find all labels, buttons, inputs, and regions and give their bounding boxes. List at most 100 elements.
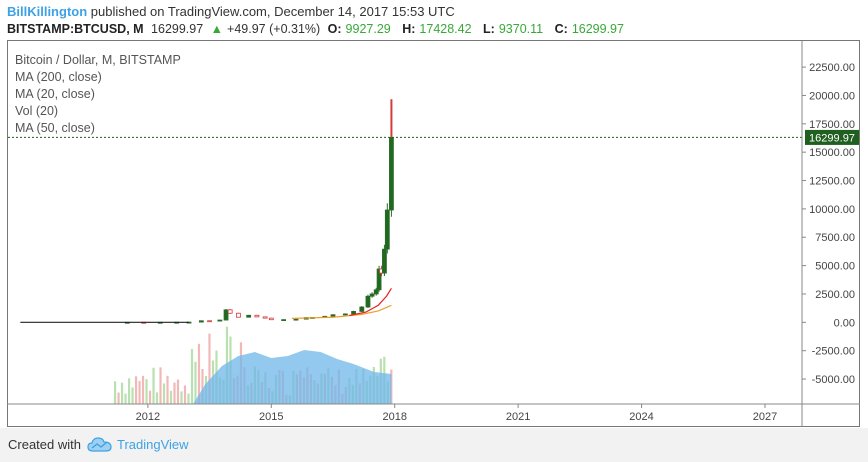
volume-bar bbox=[134, 376, 138, 404]
legend-indicator[interactable]: Vol (20) bbox=[15, 104, 59, 118]
candle-body bbox=[281, 319, 287, 322]
x-tick-label: 2021 bbox=[506, 411, 530, 423]
price-change: +49.97 (+0.31%) bbox=[227, 22, 321, 36]
volume-bar bbox=[208, 333, 211, 404]
x-tick-label: 2018 bbox=[382, 411, 406, 423]
candle-body bbox=[293, 318, 299, 321]
candle-body bbox=[342, 313, 348, 316]
volume-bar bbox=[180, 391, 183, 404]
volume-bar bbox=[145, 379, 148, 404]
volume-bar bbox=[131, 387, 134, 404]
volume-bar bbox=[127, 378, 131, 404]
volume-bars bbox=[113, 326, 393, 404]
legend-indicator[interactable]: MA (50, close) bbox=[15, 121, 95, 135]
y-tick-label: 15000.00 bbox=[809, 147, 855, 159]
candle-body bbox=[382, 248, 387, 274]
volume-bar bbox=[148, 390, 152, 404]
chart-legend: Bitcoin / Dollar, M, BITSTAMP MA (200, c… bbox=[15, 52, 181, 137]
x-tick-label: 2024 bbox=[629, 411, 653, 423]
price-tag-bg bbox=[805, 129, 859, 145]
y-tick-label: 5000.00 bbox=[815, 261, 855, 273]
volume-bar bbox=[201, 369, 204, 404]
price-candles bbox=[20, 99, 394, 324]
candle-body bbox=[330, 314, 336, 317]
volume-bar bbox=[159, 367, 162, 404]
y-tick-label: 12500.00 bbox=[809, 176, 855, 188]
y-tick-label: 7500.00 bbox=[815, 232, 855, 244]
symbol-info-bar: BITSTAMP:BTCUSD, M 16299.97 ▲ +49.97 (+0.… bbox=[7, 22, 632, 36]
candle-body bbox=[207, 320, 212, 323]
candle-body bbox=[268, 317, 274, 321]
price-chart[interactable]: 22500.00 20000.00 17500.00 15000.00 12500.00… bbox=[0, 0, 868, 428]
candle-body bbox=[373, 289, 379, 295]
volume-bar bbox=[176, 379, 180, 404]
y-tick-label: 20000.00 bbox=[809, 90, 855, 102]
y-tick-label: -5000.00 bbox=[812, 374, 855, 386]
volume-bar bbox=[190, 349, 194, 404]
last-price: 16299.97 bbox=[151, 22, 204, 36]
published-text: published on TradingView.com, December 1… bbox=[90, 4, 455, 19]
candle-body bbox=[254, 314, 260, 318]
volume-bar bbox=[166, 375, 169, 404]
legend-indicator[interactable]: MA (200, close) bbox=[15, 70, 102, 84]
candle-body bbox=[223, 309, 229, 321]
y-tick-label: 10000.00 bbox=[809, 204, 855, 216]
footer-bar: Created with TradingView bbox=[0, 428, 868, 462]
high-label: H: bbox=[402, 22, 416, 36]
price-tag: 16299.97 bbox=[805, 129, 859, 145]
volume-bar bbox=[173, 382, 176, 404]
candle-body bbox=[227, 309, 233, 314]
candle-body bbox=[351, 311, 356, 315]
volume-bar bbox=[124, 393, 127, 404]
candle-body bbox=[384, 209, 390, 250]
y-tick-label: 22500.00 bbox=[809, 62, 855, 74]
volume-bar bbox=[138, 381, 141, 404]
volume-bar bbox=[120, 382, 124, 404]
publish-info: BillKillington published on TradingView.… bbox=[7, 4, 455, 19]
y-tick-label: 0.00 bbox=[834, 317, 855, 329]
candle-body bbox=[217, 319, 223, 322]
volume-bar bbox=[152, 367, 155, 404]
open-value: 9927.29 bbox=[345, 22, 391, 36]
ma50-line bbox=[291, 304, 392, 319]
created-with-text: Created with bbox=[8, 437, 81, 452]
tradingview-link[interactable]: TradingView bbox=[117, 437, 189, 452]
x-tick-label: 2012 bbox=[136, 411, 160, 423]
chart-frame[interactable] bbox=[7, 40, 860, 427]
candle-body bbox=[389, 137, 394, 211]
volume-bar bbox=[169, 390, 173, 404]
candle-body bbox=[262, 316, 268, 319]
high-value: 17428.42 bbox=[419, 22, 472, 36]
y-tick-label: -2500.00 bbox=[812, 346, 855, 358]
candle-body bbox=[198, 320, 204, 323]
username-link[interactable]: BillKillington bbox=[7, 4, 88, 19]
close-label: C: bbox=[554, 22, 568, 36]
x-tick-label: 2015 bbox=[259, 411, 283, 423]
volume-bar bbox=[162, 383, 166, 404]
price-tag-text: 16299.97 bbox=[809, 132, 855, 144]
low-label: L: bbox=[483, 22, 495, 36]
y-tick-label: 2500.00 bbox=[815, 289, 855, 301]
price-axis: 22500.00 20000.00 17500.00 15000.00 12500.00… bbox=[801, 41, 855, 427]
low-value: 9370.11 bbox=[498, 22, 544, 36]
legend-series-title: Bitcoin / Dollar, M, BITSTAMP bbox=[15, 53, 181, 67]
candle-body bbox=[369, 293, 375, 297]
up-triangle-icon: ▲ bbox=[210, 22, 224, 36]
volume-bar bbox=[113, 381, 117, 404]
ma20-line bbox=[349, 287, 392, 317]
candle-body bbox=[359, 306, 365, 312]
candle-body bbox=[246, 314, 252, 318]
close-value: 16299.97 bbox=[571, 22, 624, 36]
legend-indicator[interactable]: MA (20, close) bbox=[15, 87, 95, 101]
time-axis: 2012 2015 2018 2021 2024 2027 bbox=[7, 403, 860, 423]
candle-body bbox=[365, 295, 371, 308]
candle-body bbox=[376, 268, 382, 291]
symbol-label: BITSTAMP:BTCUSD, M bbox=[7, 22, 144, 36]
volume-bar bbox=[197, 343, 201, 404]
y-tick-label: 17500.00 bbox=[809, 119, 855, 131]
volume-bar bbox=[183, 385, 187, 404]
volume-ma-area bbox=[193, 350, 392, 404]
open-label: O: bbox=[327, 22, 342, 36]
tradingview-cloud-icon[interactable] bbox=[87, 436, 113, 459]
volume-bar bbox=[187, 393, 190, 404]
